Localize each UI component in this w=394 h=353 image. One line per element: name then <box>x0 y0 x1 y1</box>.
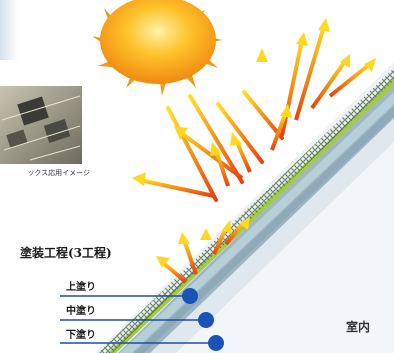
layer-leaders <box>60 288 224 351</box>
circuit-board-photo <box>0 86 82 164</box>
edge-fade <box>0 0 18 60</box>
topcoat-label: 上塗り <box>66 282 96 293</box>
dot-midcoat <box>198 312 214 328</box>
coating-layers <box>98 68 394 353</box>
process-title: 塗装工程(3工程) <box>20 246 112 260</box>
dot-topcoat <box>182 288 198 304</box>
midcoat-label: 中塗り <box>66 306 96 317</box>
photo-caption: ックス応用イメージ <box>27 169 90 177</box>
outgoing-rays <box>132 18 376 284</box>
reflected-rays <box>166 90 284 202</box>
ceramic-bead-layer <box>98 68 394 353</box>
substrate-slab <box>95 62 394 353</box>
dot-undercoat <box>208 335 224 351</box>
sun-icon <box>92 0 222 96</box>
indoor-label: 室内 <box>346 320 371 334</box>
undercoat-label: 下塗り <box>66 330 96 341</box>
undercoat-layer <box>134 106 394 353</box>
midcoat-layer <box>120 92 394 353</box>
